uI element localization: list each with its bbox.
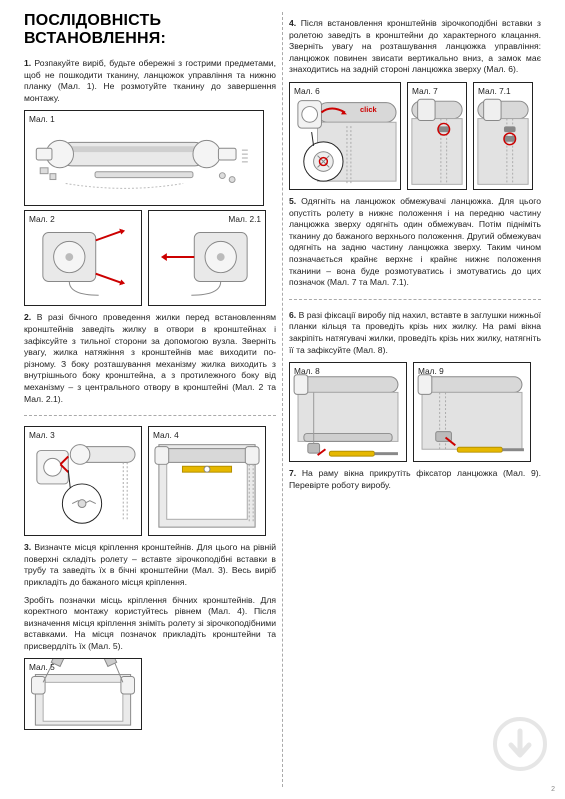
figure-3: Мал. 3 <box>24 426 142 536</box>
step-6-text: 6. В разі фіксації виробу під нахил, вст… <box>289 310 541 356</box>
figure-2-1: Мал. 2.1 <box>148 210 266 306</box>
step-5-body: Одягніть на ланцюжок обмежувачі ланцюжка… <box>289 196 541 287</box>
click-label: click <box>360 105 377 114</box>
figure-4: Мал. 4 <box>148 426 266 536</box>
figure-1-label: Мал. 1 <box>29 114 55 124</box>
figure-2-label: Мал. 2 <box>29 214 55 224</box>
horizontal-divider-left <box>24 415 276 416</box>
figure-row-6: Мал. 6 click <box>289 82 541 190</box>
figure-3-label: Мал. 3 <box>29 430 55 440</box>
figure-9-label: Мал. 9 <box>418 366 444 376</box>
step-7-body: На раму вікна прикрутіть фіксатор ланцюж… <box>289 468 541 490</box>
instruction-page: ПОСЛІДОВНІСТЬ ВСТАНОВЛЕННЯ: 1. Розпакуйт… <box>0 0 565 799</box>
figure-row-8: Мал. 8 Мал. 9 <box>289 362 541 462</box>
step-4-text: 4. Після встановлення кронштейнів зірочк… <box>289 18 541 76</box>
step-3-text-b: Зробіть позначки місць кріплення бічних … <box>24 595 276 653</box>
left-column: ПОСЛІДОВНІСТЬ ВСТАНОВЛЕННЯ: 1. Розпакуйт… <box>18 12 282 787</box>
page-title: ПОСЛІДОВНІСТЬ ВСТАНОВЛЕННЯ: <box>24 12 276 48</box>
figure-4-label: Мал. 4 <box>153 430 179 440</box>
figure-8-label: Мал. 8 <box>294 366 320 376</box>
figure-7: Мал. 7 <box>407 82 467 190</box>
step-3-body-a: Визначте місця кріплення кронштейнів. Дл… <box>24 542 276 587</box>
watermark-icon <box>493 717 547 771</box>
figure-1: Мал. 1 <box>24 110 264 206</box>
horizontal-divider-right <box>289 299 541 300</box>
figure-7-label: Мал. 7 <box>412 86 438 96</box>
figure-2-1-label: Мал. 2.1 <box>228 214 261 224</box>
figure-7-1-label: Мал. 7.1 <box>478 86 511 96</box>
step-4-body: Після встановлення кронштейнів зірочкопо… <box>289 18 541 74</box>
figure-row-1: Мал. 1 <box>24 110 276 206</box>
step-3-text-a: 3. Визначте місця кріплення кронштейнів.… <box>24 542 276 588</box>
figure-8: Мал. 8 <box>289 362 407 462</box>
figure-6: Мал. 6 click <box>289 82 401 190</box>
two-column-layout: ПОСЛІДОВНІСТЬ ВСТАНОВЛЕННЯ: 1. Розпакуйт… <box>18 12 547 787</box>
step-2-text: 2. В разі бічного проведення жилки перед… <box>24 312 276 405</box>
step-6-body: В разі фіксації виробу під нахил, вставт… <box>289 310 541 355</box>
figure-row-5: Мал. 5 <box>24 658 276 730</box>
figure-2: Мал. 2 <box>24 210 142 306</box>
right-column: 4. Після встановлення кронштейнів зірочк… <box>283 12 547 787</box>
step-2-body: В разі бічного проведення жилки перед вс… <box>24 312 276 403</box>
figure-7-1: Мал. 7.1 <box>473 82 533 190</box>
step-1-body: Розпакуйте виріб, будьте обережні з гост… <box>24 58 276 103</box>
step-7-text: 7. На раму вікна прикрутіть фіксатор лан… <box>289 468 541 491</box>
figure-5: Мал. 5 <box>24 658 142 730</box>
figure-9: Мал. 9 <box>413 362 531 462</box>
figure-row-2: Мал. 2 Мал. 2.1 <box>24 210 276 306</box>
page-number: 2 <box>551 786 555 793</box>
figure-5-label: Мал. 5 <box>29 662 55 672</box>
step-5-text: 5. Одягніть на ланцюжок обмежувачі ланцю… <box>289 196 541 289</box>
figure-row-3: Мал. 3 <box>24 426 276 536</box>
figure-6-label: Мал. 6 <box>294 86 320 96</box>
step-1-text: 1. Розпакуйте виріб, будьте обережні з г… <box>24 58 276 104</box>
